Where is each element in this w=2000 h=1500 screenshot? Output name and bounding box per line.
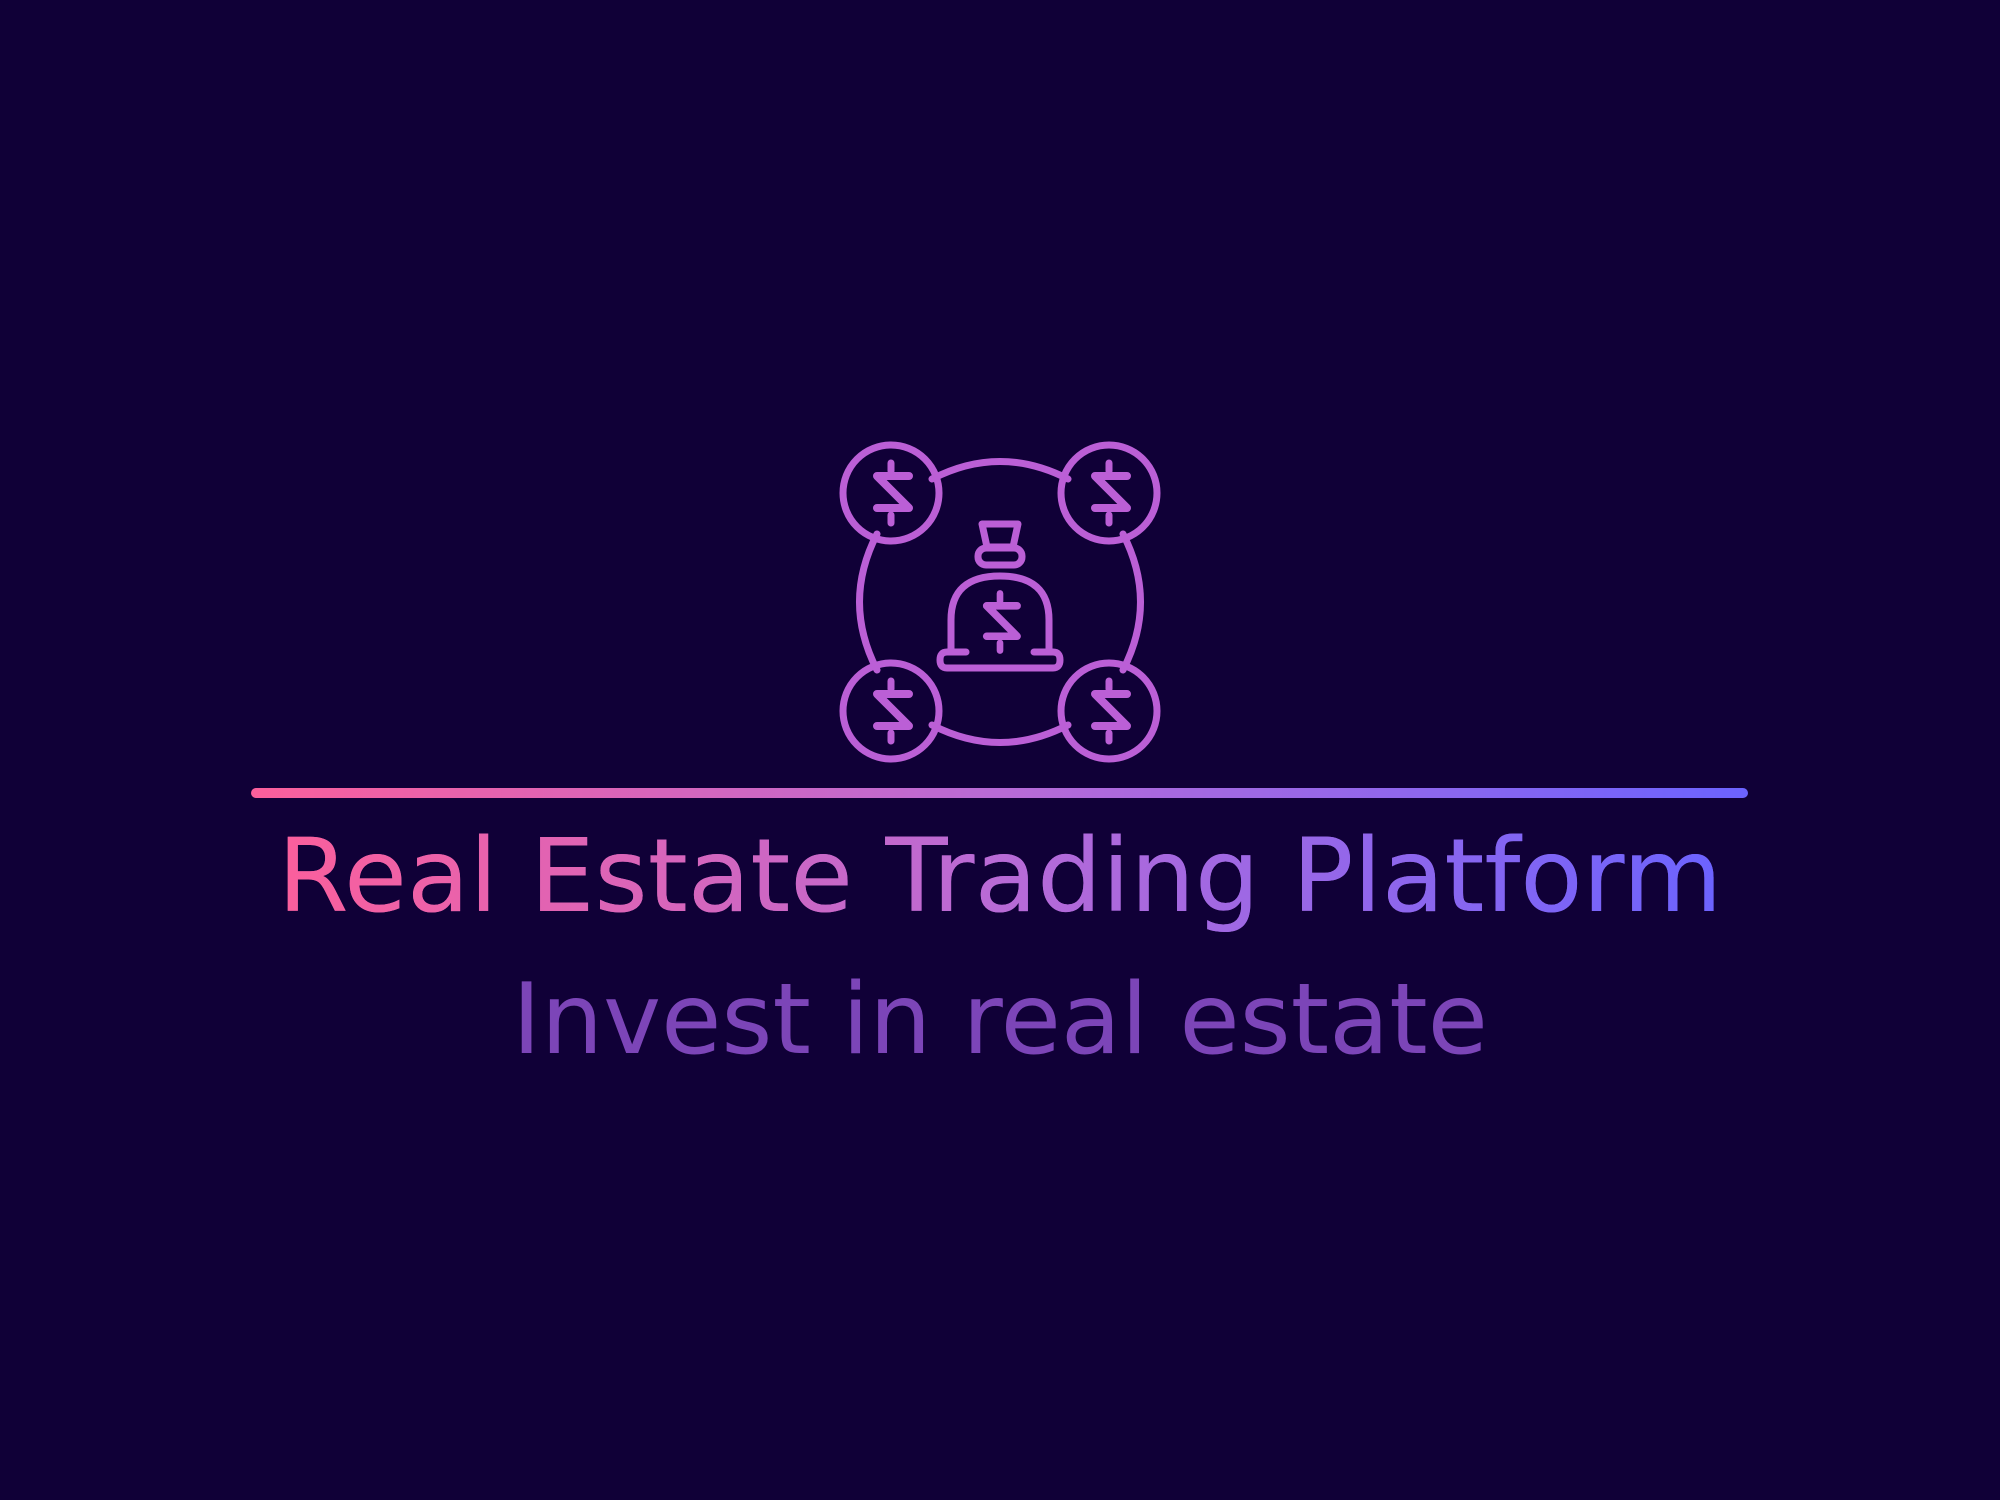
gradient-divider [251, 788, 1748, 798]
money-bag-icon [936, 520, 1064, 672]
coin-icon [839, 441, 943, 545]
coin-icon [1057, 441, 1161, 545]
brand-title: Real Estate Trading Platform [0, 812, 2000, 942]
coin-icon [1057, 659, 1161, 763]
network-ring [856, 458, 1144, 746]
money-bag-network-icon [839, 441, 1161, 763]
coin-icon [839, 659, 943, 763]
brand-tagline: Invest in real estate [512, 963, 1488, 1077]
brand-title-text: Real Estate Trading Platform [278, 812, 1722, 942]
